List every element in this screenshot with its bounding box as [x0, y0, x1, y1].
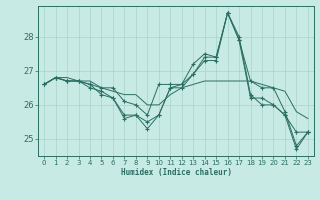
- X-axis label: Humidex (Indice chaleur): Humidex (Indice chaleur): [121, 168, 231, 177]
